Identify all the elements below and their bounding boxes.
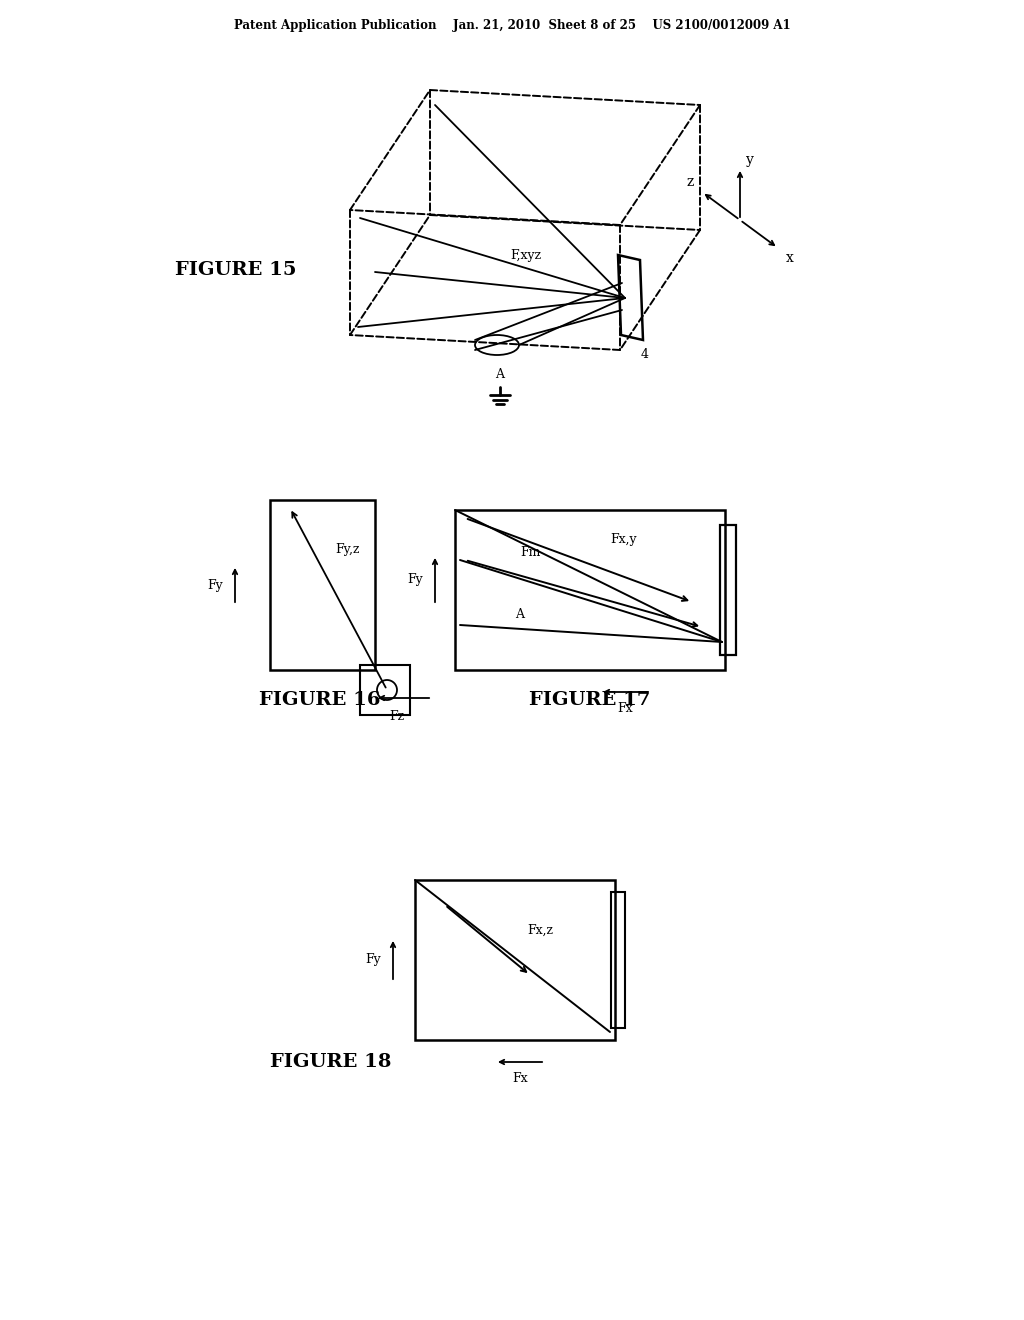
Text: Fy: Fy <box>366 953 381 966</box>
Text: y: y <box>746 153 754 168</box>
Bar <box>360 665 410 715</box>
Text: 4: 4 <box>641 348 649 362</box>
Text: A: A <box>515 609 524 622</box>
Text: Fy: Fy <box>408 573 423 586</box>
Text: Fx: Fx <box>512 1072 527 1085</box>
Text: Fx,y: Fx,y <box>610 533 637 546</box>
Text: Fy,z: Fy,z <box>335 544 359 557</box>
Text: FIGURE 16: FIGURE 16 <box>259 690 381 709</box>
Bar <box>455 510 725 671</box>
Text: z: z <box>686 176 693 189</box>
Text: Fx,z: Fx,z <box>527 924 553 936</box>
Text: FIGURE 18: FIGURE 18 <box>270 1053 391 1071</box>
Bar <box>611 892 625 1028</box>
Text: FIGURE 15: FIGURE 15 <box>175 261 297 279</box>
Text: Patent Application Publication    Jan. 21, 2010  Sheet 8 of 25    US 2100/001200: Patent Application Publication Jan. 21, … <box>233 18 791 32</box>
Text: Fx: Fx <box>617 701 633 714</box>
Text: Fm: Fm <box>520 545 541 558</box>
Text: FIGURE 17: FIGURE 17 <box>529 690 650 709</box>
Text: Fy: Fy <box>207 578 223 591</box>
Text: Fz: Fz <box>389 710 404 722</box>
Bar <box>270 500 375 671</box>
Bar <box>415 880 615 1040</box>
Text: F,xyz: F,xyz <box>510 248 541 261</box>
Bar <box>720 525 736 655</box>
Text: x: x <box>786 251 794 265</box>
Text: A: A <box>496 368 505 381</box>
